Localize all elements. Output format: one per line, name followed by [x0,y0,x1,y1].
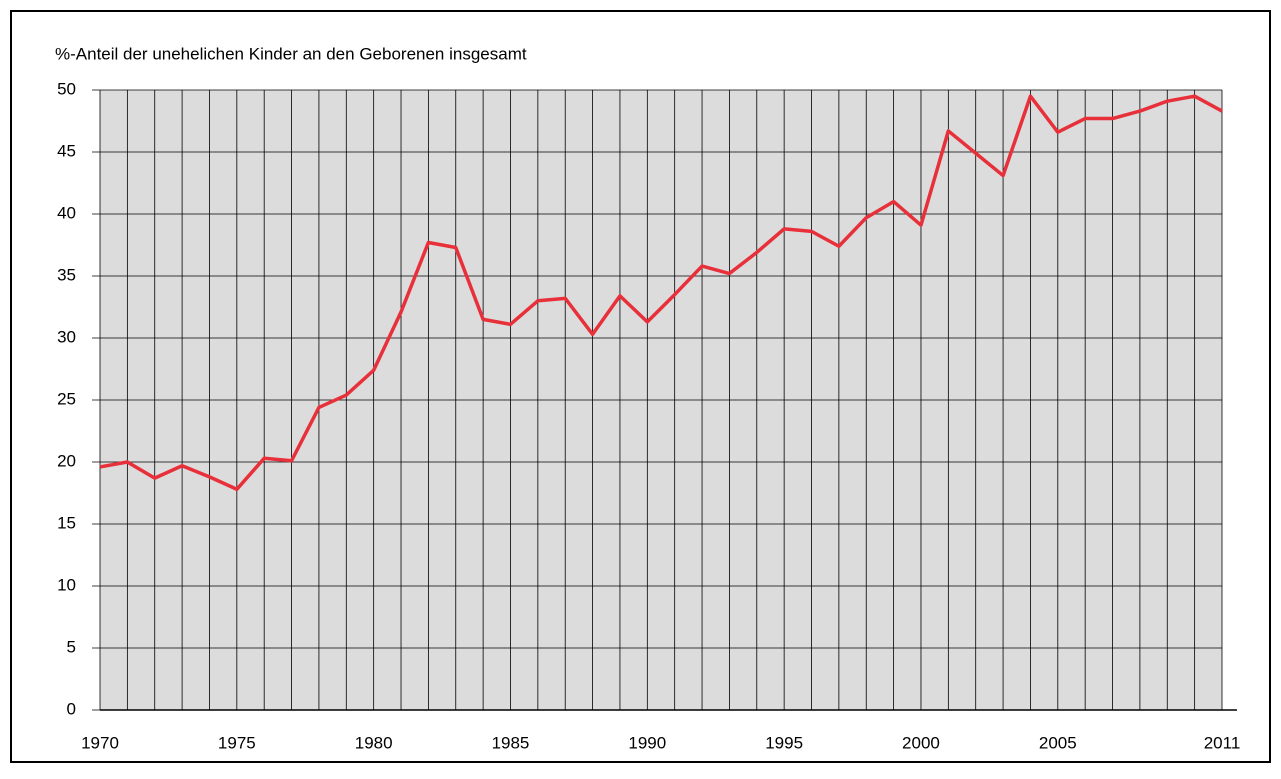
data-line [99,94,1223,492]
y-tick-label: 40 [57,203,76,222]
y-tick-label: 20 [57,451,76,470]
x-tick-label: 2011 [1204,733,1241,752]
y-tick-label: 25 [57,389,76,408]
x-tick-label: 1990 [628,733,666,752]
x-tick-label: 1975 [218,733,256,752]
y-tick-label: 35 [57,265,76,284]
x-tick-label: 1970 [81,733,119,752]
y-tick-label: 15 [57,513,76,532]
y-tick-label: 5 [67,637,76,656]
y-tick-label: 30 [57,327,76,346]
x-tick-label: 1980 [355,733,393,752]
x-tick-label: 2000 [902,733,940,752]
chart-title: %-Anteil der unehelichen Kinder an den G… [55,44,527,63]
y-tick-label: 50 [57,79,76,98]
x-tick-label: 2005 [1039,733,1077,752]
y-tick-label: 0 [67,699,76,718]
y-tick-label: 45 [57,141,76,160]
x-tick-label: 1995 [765,733,803,752]
x-tick-label: 1985 [492,733,530,752]
y-tick-label: 10 [57,575,76,594]
